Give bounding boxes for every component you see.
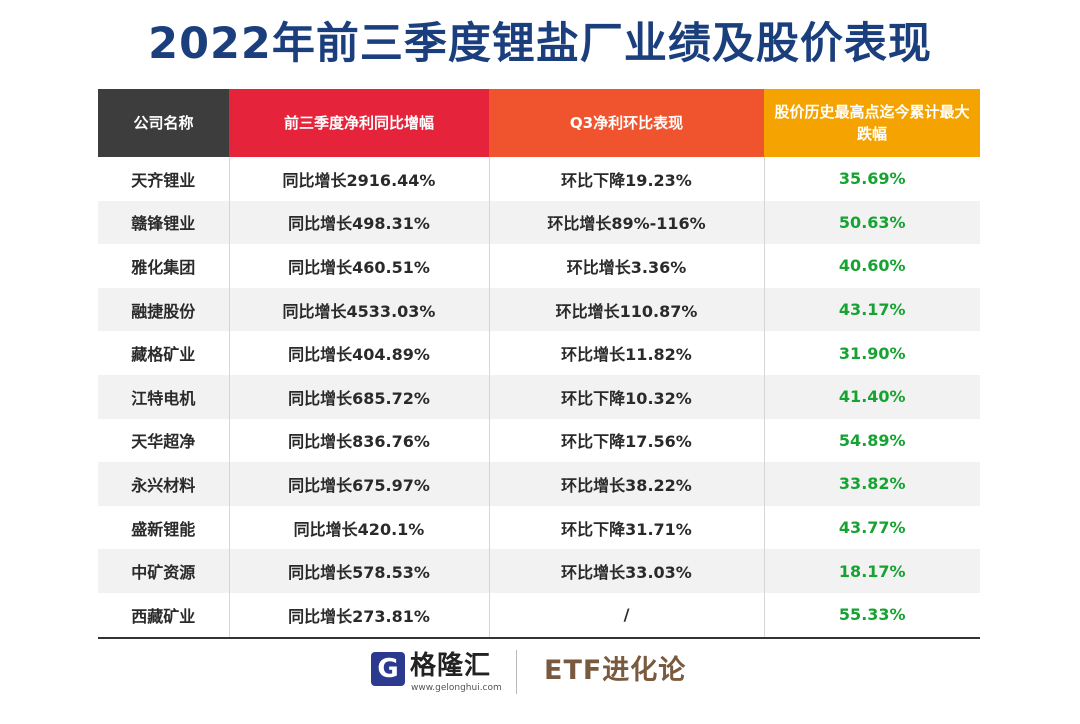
cell-q3-qoq: 环比下降10.32%: [489, 374, 765, 419]
cell-yoy-growth: 同比增长273.81%: [229, 592, 490, 639]
cell-q3-qoq: 环比下降19.23%: [489, 157, 765, 201]
table-row: 永兴材料 同比增长675.97% 环比增长38.22% 33.82%: [98, 462, 980, 506]
footer-divider: [516, 650, 517, 694]
gelonghui-logo-icon: G: [371, 652, 405, 686]
table-row: 天华超净 同比增长836.76% 环比下降17.56% 54.89%: [98, 418, 980, 463]
cell-company: 盛新锂能: [98, 505, 230, 550]
gelonghui-logo-text: 格隆汇: [410, 651, 492, 681]
header-company: 公司名称: [98, 89, 229, 157]
table-row: 盛新锂能 同比增长420.1% 环比下降31.71% 43.77%: [98, 505, 980, 550]
cell-company: 融捷股份: [98, 287, 230, 332]
table-row: 天齐锂业 同比增长2916.44% 环比下降19.23% 35.69%: [98, 157, 980, 201]
gelonghui-url: www.gelonghui.com: [411, 683, 502, 693]
cell-max-drop: 33.82%: [764, 462, 980, 506]
table-header-row: 公司名称 前三季度净利同比增幅 Q3净利环比表现 股价历史最高点迄今累计最大跌幅: [98, 89, 980, 157]
cell-max-drop: 43.77%: [838, 518, 906, 538]
table-row: 西藏矿业 同比增长273.81%/55.33%: [98, 592, 980, 639]
table-row: 融捷股份 同比增长4533.03% 环比增长110.87% 43.17%: [98, 287, 980, 332]
cell-max-drop: 50.63%: [764, 200, 980, 245]
cell-yoy-growth: 同比增长420.1%: [229, 505, 490, 550]
cell-company: 藏格矿业: [98, 331, 230, 375]
cell-max-drop: 41.40%: [764, 374, 980, 419]
header-max-drop: 股价历史最高点迄今累计最大跌幅: [764, 89, 980, 157]
cell-max-drop: 40.60%: [838, 256, 906, 276]
cell-max-drop: 35.69%: [838, 169, 906, 189]
cell-company: 天齐锂业: [98, 157, 230, 201]
cell-yoy-growth: 同比增长685.72%: [229, 374, 490, 419]
header-q3-qoq: Q3净利环比表现: [489, 89, 764, 157]
footer: G 格隆汇 www.gelonghui.com ETF进化论: [0, 648, 1080, 700]
cell-company: 天华超净: [98, 418, 230, 463]
cell-company: 江特电机: [98, 374, 230, 419]
cell-q3-qoq: 环比增长110.87%: [489, 287, 765, 332]
cell-max-drop: 55.33%: [764, 592, 980, 639]
table-row: 赣锋锂业 同比增长498.31% 环比增长89%-116% 50.63%: [98, 200, 980, 245]
table-row: 藏格矿业 同比增长404.89% 环比增长11.82% 31.90%: [98, 331, 980, 375]
cell-company: 中矿资源: [98, 549, 230, 593]
cell-yoy-growth: 同比增长836.76%: [229, 418, 490, 463]
cell-q3-qoq: 环比增长33.03%: [489, 549, 765, 593]
cell-yoy-growth: 同比增长404.89%: [229, 331, 490, 375]
etf-brand: ETF进化论: [544, 655, 687, 686]
cell-max-drop: 18.17%: [764, 549, 980, 593]
cell-q3-qoq: /: [489, 592, 765, 639]
cell-max-drop: 31.90%: [838, 343, 906, 363]
cell-max-drop: 43.17%: [764, 287, 980, 332]
cell-company: 赣锋锂业: [98, 200, 230, 245]
table-row: 江特电机 同比增长685.72% 环比下降10.32% 41.40%: [98, 374, 980, 419]
table-row: 中矿资源 同比增长578.53% 环比增长33.03% 18.17%: [98, 549, 980, 593]
cell-q3-qoq: 环比增长89%-116%: [489, 200, 765, 245]
cell-q3-qoq: 环比增长3.36%: [489, 244, 765, 288]
cell-company: 永兴材料: [98, 462, 230, 506]
cell-yoy-growth: 同比增长4533.03%: [229, 287, 490, 332]
data-table: 公司名称 前三季度净利同比增幅 Q3净利环比表现 股价历史最高点迄今累计最大跌幅…: [98, 89, 980, 639]
cell-yoy-growth: 同比增长498.31%: [229, 200, 490, 245]
cell-yoy-growth: 同比增长578.53%: [229, 549, 490, 593]
cell-q3-qoq: 环比增长11.82%: [489, 331, 765, 375]
cell-yoy-growth: 同比增长675.97%: [229, 462, 490, 506]
header-yoy-growth: 前三季度净利同比增幅: [229, 89, 489, 157]
cell-yoy-growth: 同比增长2916.44%: [229, 157, 490, 201]
cell-q3-qoq: 环比下降17.56%: [489, 418, 765, 463]
cell-company: 雅化集团: [98, 244, 230, 288]
table-row: 雅化集团 同比增长460.51% 环比增长3.36% 40.60%: [98, 244, 980, 288]
cell-max-drop: 54.89%: [838, 430, 906, 450]
page-title: 2022年前三季度锂盐厂业绩及股价表现: [148, 19, 932, 69]
cell-q3-qoq: 环比下降31.71%: [489, 505, 765, 550]
cell-yoy-growth: 同比增长460.51%: [229, 244, 490, 288]
cell-q3-qoq: 环比增长38.22%: [489, 462, 765, 506]
cell-company: 西藏矿业: [98, 592, 230, 639]
